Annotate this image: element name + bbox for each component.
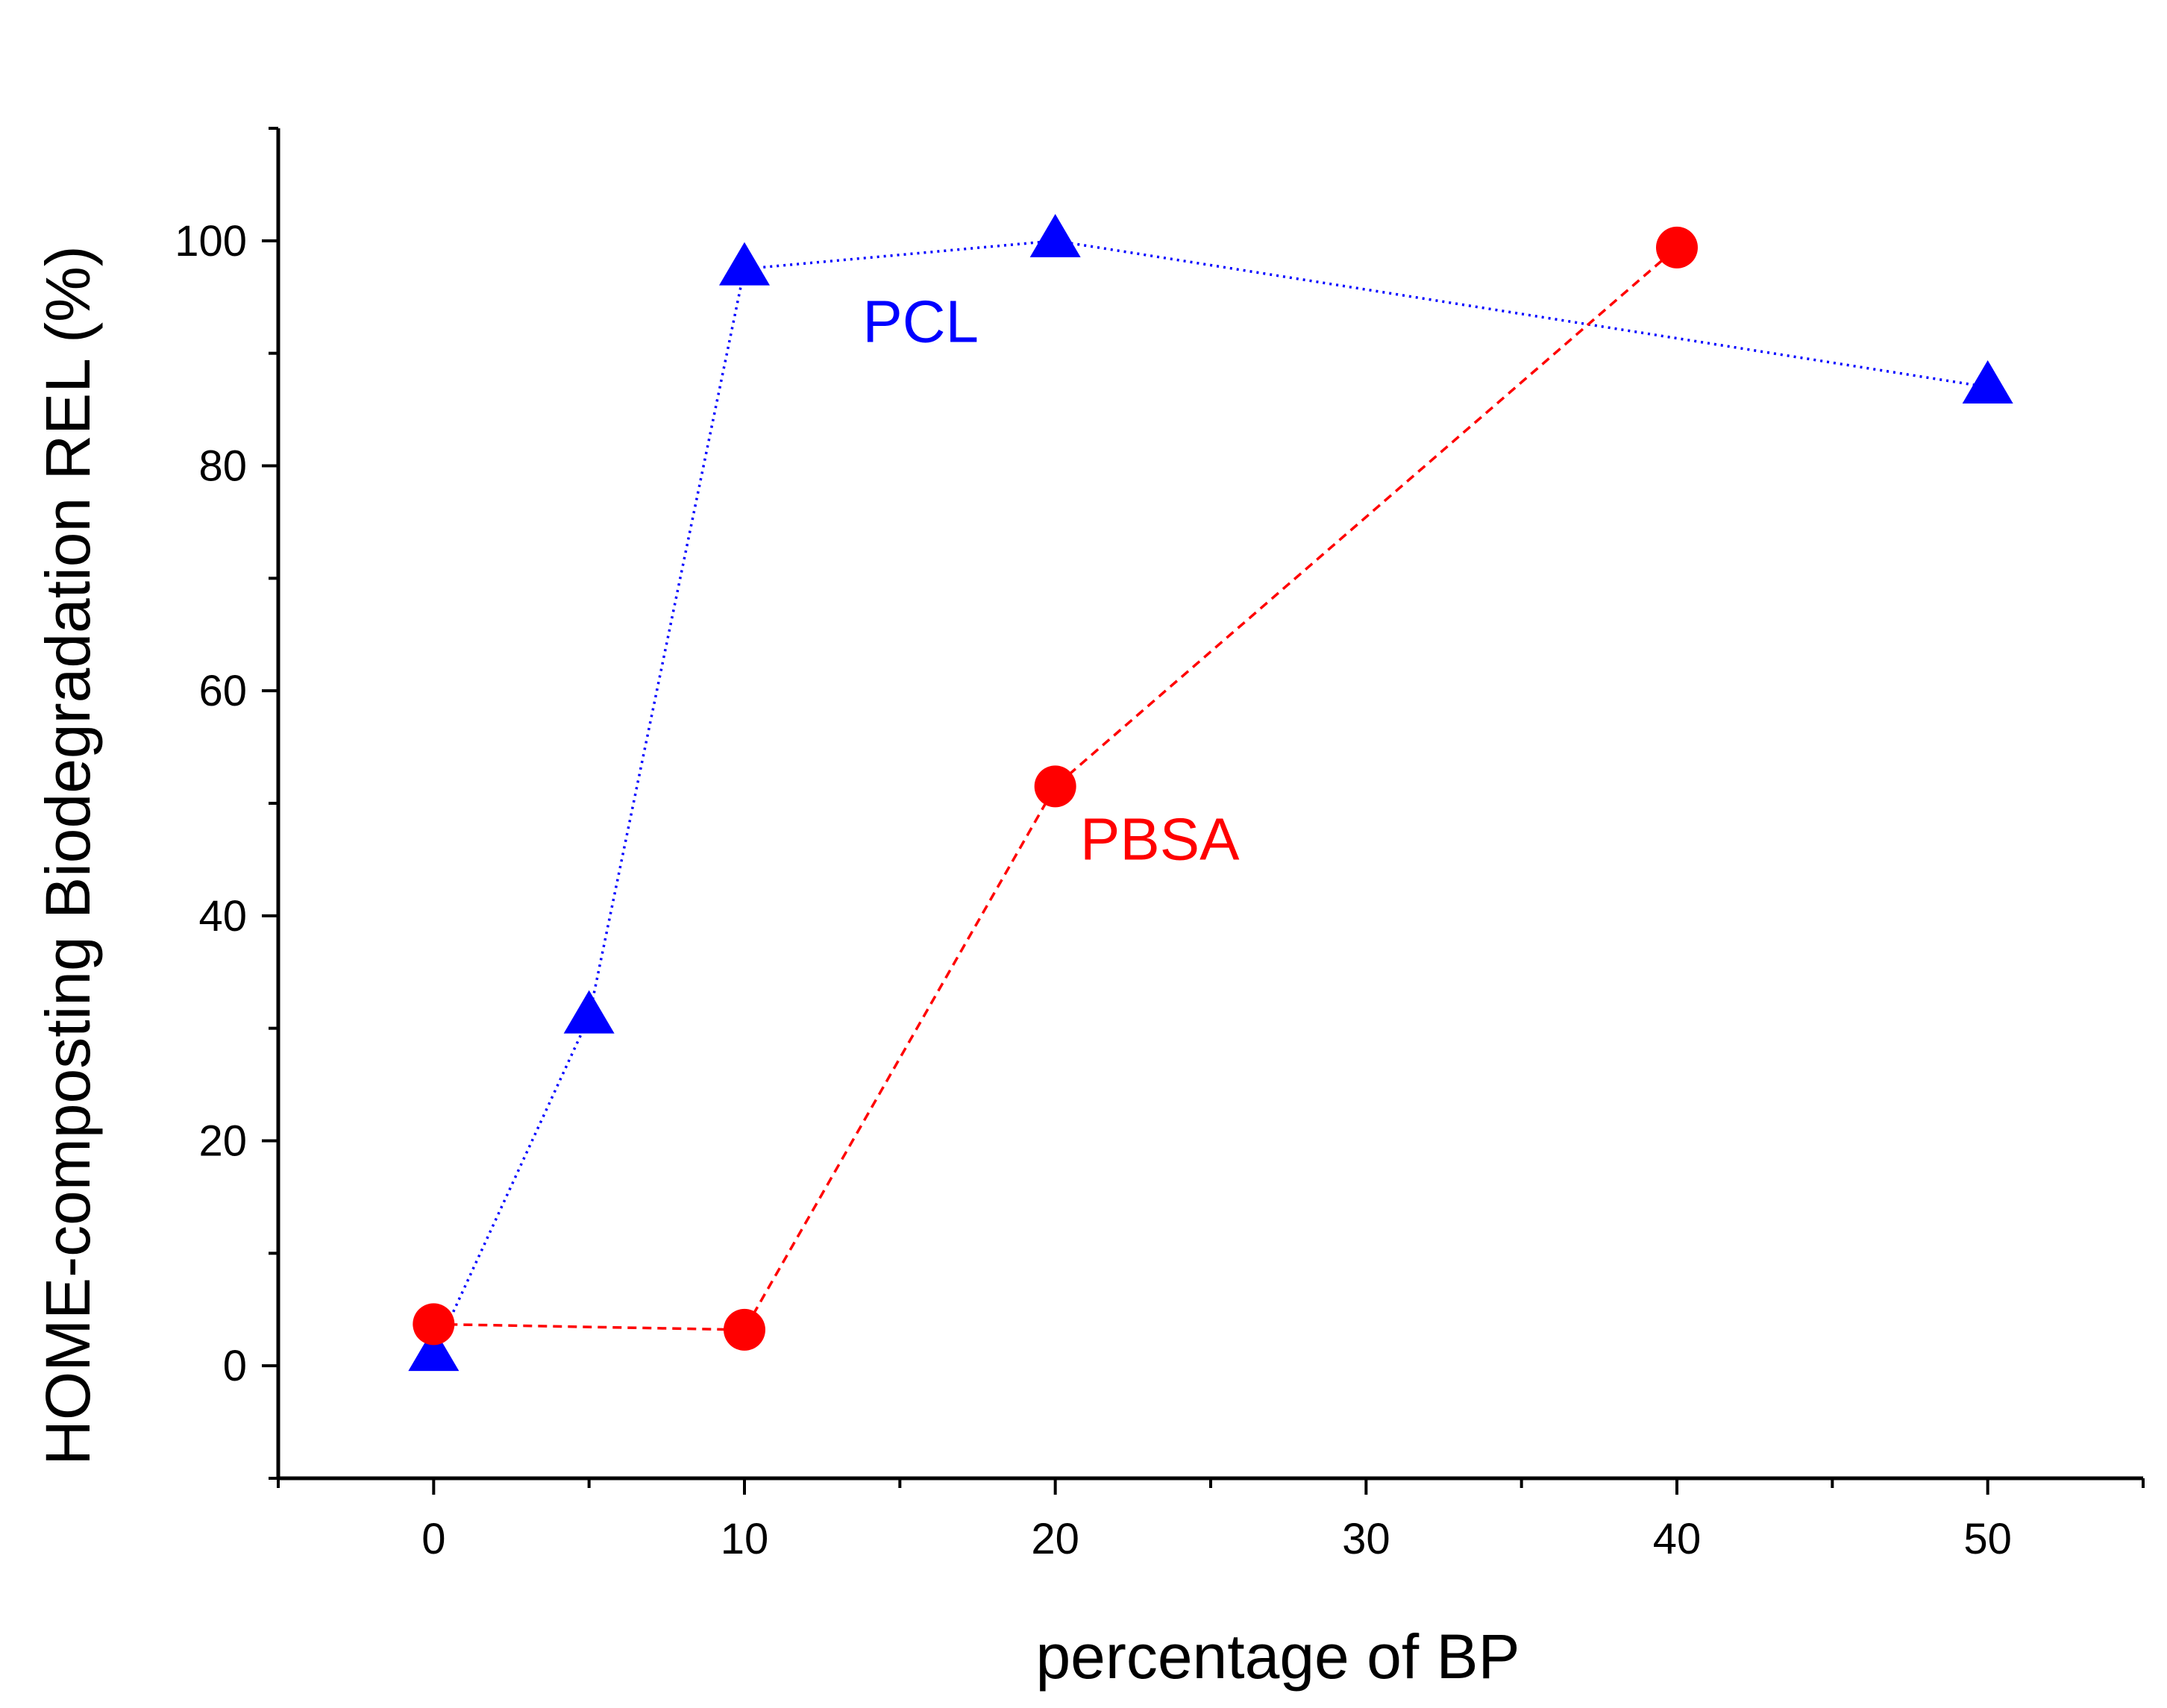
x-tick-label: 20 xyxy=(1031,1515,1079,1563)
y-axis-title: HOME-composting Biodegradation REL (%) xyxy=(33,245,103,1466)
data-point-pcl xyxy=(719,242,770,286)
x-tick-label: 50 xyxy=(1963,1515,2012,1563)
data-point-pbsa xyxy=(413,1303,455,1346)
series-layer: PCL PBSA xyxy=(408,213,2013,1372)
series-line-pbsa xyxy=(433,246,1678,1331)
series-pcl: PCL xyxy=(408,213,2013,1372)
data-point-pcl xyxy=(1029,213,1081,257)
x-tick-label: 10 xyxy=(721,1515,769,1563)
data-point-pbsa xyxy=(1656,226,1698,269)
data-point-pcl xyxy=(563,990,615,1034)
x-tick-label: 0 xyxy=(421,1515,445,1563)
data-point-pbsa xyxy=(724,1308,765,1351)
y-tick-label: 40 xyxy=(198,892,247,941)
series-pbsa: PBSA xyxy=(413,226,1698,1351)
y-tick-label: 20 xyxy=(198,1117,247,1166)
y-tick-label: 60 xyxy=(198,667,247,715)
series-label-pcl: PCL xyxy=(862,289,979,355)
series-line-pcl xyxy=(432,239,1988,1355)
y-tick-label: 0 xyxy=(223,1342,247,1390)
axes: 0 10 20 30 40 50 0 20 40 60 80 100 xyxy=(175,127,2145,1563)
x-axis-title: percentage of BP xyxy=(1035,1621,1520,1692)
series-label-pbsa: PBSA xyxy=(1080,806,1240,872)
x-tick-label: 40 xyxy=(1653,1515,1702,1563)
data-point-pbsa xyxy=(1034,765,1076,808)
y-tick-label: 100 xyxy=(175,217,247,266)
data-point-pcl xyxy=(1962,360,2013,404)
data-point-pcl xyxy=(408,1328,460,1372)
x-tick-label: 30 xyxy=(1342,1515,1390,1563)
y-tick-label: 80 xyxy=(198,442,247,491)
